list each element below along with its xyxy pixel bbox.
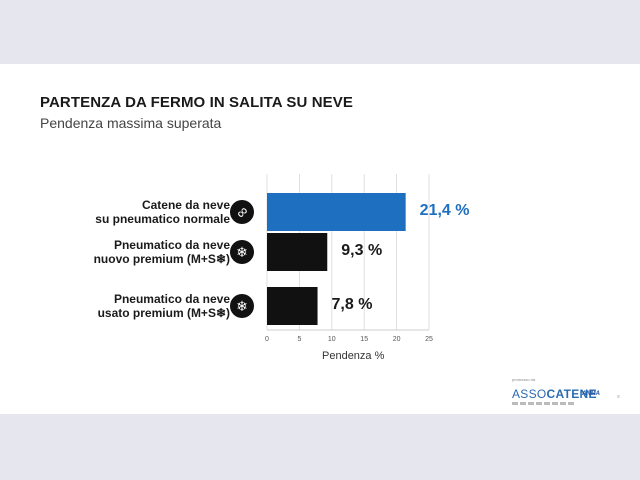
- bar: [267, 193, 406, 231]
- data-label: 7,8 %: [331, 296, 373, 313]
- category-label-line: su pneumatico normale: [95, 212, 230, 226]
- category-label-line: Pneumatico da neve: [113, 238, 230, 252]
- category-label: Pneumatico da neve nuovo premium (M+S❄): [10, 238, 230, 266]
- data-label: 21,4 %: [419, 202, 470, 219]
- category-label-line: Pneumatico da neve: [113, 292, 230, 306]
- partner-mark: ≡: [617, 394, 620, 400]
- bar: [267, 287, 318, 325]
- logo-tagline-decoration: [512, 402, 576, 405]
- slide: PARTENZA DA FERMO IN SALITA SU NEVE Pend…: [0, 64, 640, 414]
- chart-title: PARTENZA DA FERMO IN SALITA SU NEVE: [40, 94, 353, 111]
- data-label: 9,3 %: [341, 242, 383, 259]
- snowflake-icon: ❄: [230, 240, 254, 264]
- assocatene-logo: ASSOCATENE: [512, 387, 597, 401]
- category-label: Catene da neve su pneumatico normale: [10, 198, 230, 226]
- x-tick-label: 25: [425, 336, 433, 343]
- category-label-line: usato premium (M+S❄): [97, 306, 230, 320]
- category-label: Pneumatico da neve usato premium (M+S❄): [10, 292, 230, 320]
- logo-suffix: CATENE: [546, 387, 597, 401]
- x-tick-label: 10: [328, 336, 336, 343]
- x-tick-label: 20: [393, 336, 401, 343]
- x-tick-label: 15: [360, 336, 368, 343]
- anma-logo: ANMA: [582, 391, 600, 397]
- snowflake-icon: ❄: [230, 294, 254, 318]
- bar: [267, 233, 328, 271]
- category-label-line: nuovo premium (M+S❄): [93, 252, 230, 266]
- logo-prefix: ASSO: [512, 387, 547, 401]
- x-tick-label: 5: [297, 336, 301, 343]
- x-tick-label: 0: [265, 336, 269, 343]
- bar-chart: 0 5 10 15 20 25: [265, 174, 433, 343]
- x-axis-title: Pendenza %: [322, 350, 385, 362]
- chart-subtitle: Pendenza massima superata: [40, 115, 222, 131]
- category-label-line: Catene da neve: [141, 198, 230, 212]
- footer-caption: promosso da: [512, 377, 536, 382]
